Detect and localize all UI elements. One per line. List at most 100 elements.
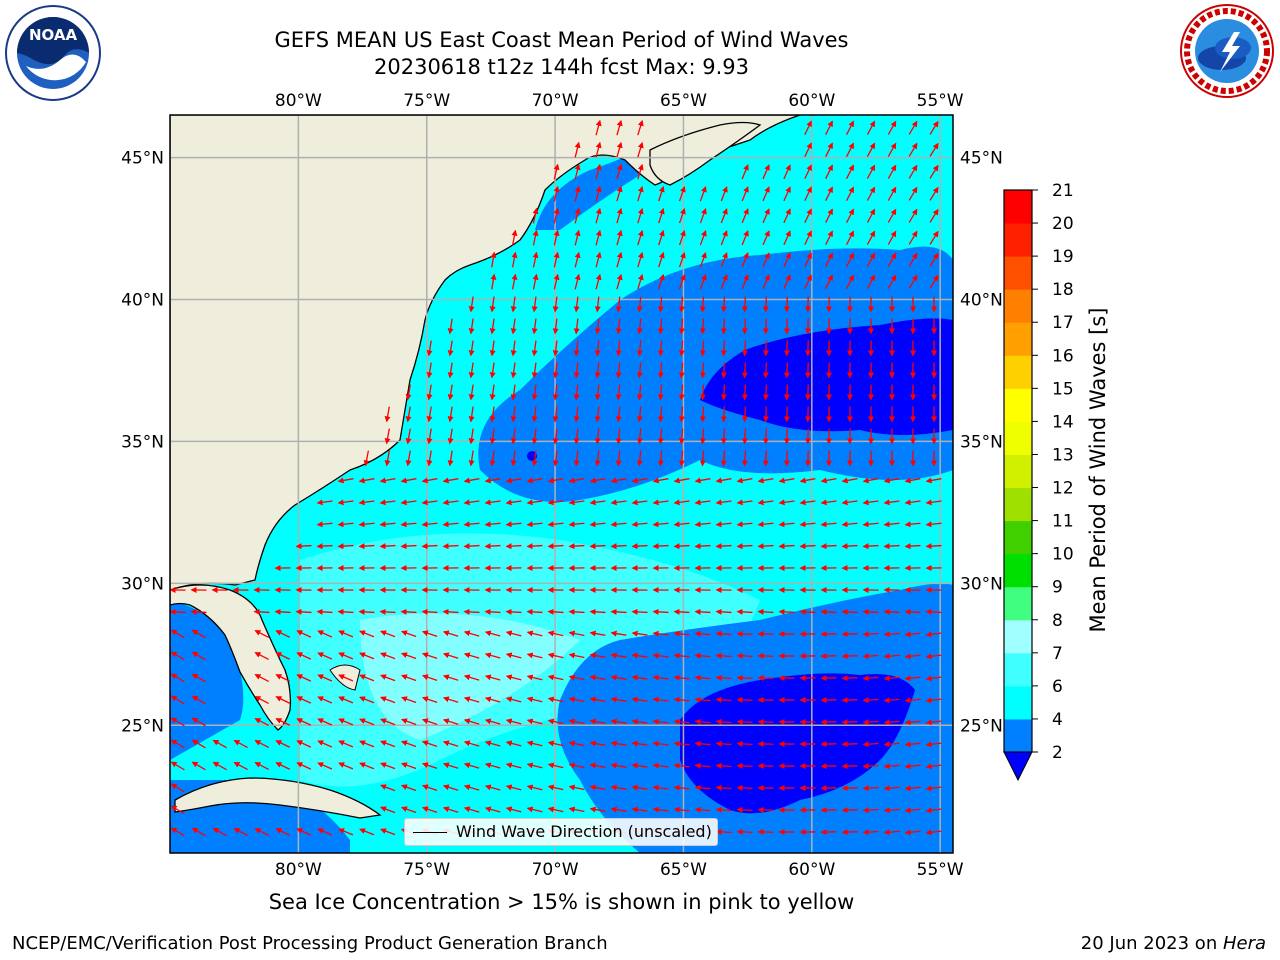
wave-direction-arrow <box>883 763 900 770</box>
wave-direction-arrow <box>862 741 879 748</box>
wave-direction-arrow <box>736 806 753 813</box>
lon-label-top: 55°W <box>917 91 964 111</box>
land-cuba <box>174 777 382 819</box>
wave-direction-arrow <box>359 828 375 836</box>
wave-direction-arrow <box>694 806 711 813</box>
wave-direction-arrow <box>190 608 207 615</box>
wave-direction-arrow <box>678 229 686 246</box>
wave-direction-arrow <box>887 142 897 157</box>
wave-direction-arrow <box>908 164 918 179</box>
wave-direction-arrow <box>589 784 606 791</box>
wave-direction-arrow <box>820 477 837 484</box>
wave-direction-arrow <box>887 164 897 179</box>
wave-direction-arrow <box>547 477 564 484</box>
wave-direction-arrow <box>862 807 879 814</box>
wave-direction-arrow <box>783 208 791 224</box>
wave-direction-arrow <box>589 477 606 484</box>
wave-direction-arrow <box>489 428 496 445</box>
wave-direction-arrow <box>447 362 454 379</box>
wave-direction-arrow <box>594 296 601 313</box>
wave-direction-arrow <box>463 630 480 637</box>
wave-direction-arrow <box>615 406 622 423</box>
wave-direction-arrow <box>405 428 412 445</box>
wave-direction-arrow <box>657 406 664 423</box>
wave-direction-arrow <box>490 251 497 268</box>
wave-direction-arrow <box>296 740 312 748</box>
wave-direction-arrow <box>442 674 459 681</box>
wave-direction-arrow <box>442 499 459 506</box>
wave-direction-arrow <box>741 208 749 224</box>
legend-line-icon <box>413 832 447 833</box>
wave-direction-arrow <box>463 543 480 550</box>
wave-direction-arrow <box>841 719 858 726</box>
wave-direction-arrow <box>673 477 690 484</box>
wave-direction-arrow <box>715 696 732 703</box>
wave-direction-arrow <box>359 674 375 682</box>
wave-direction-arrow <box>421 499 438 506</box>
wave-direction-arrow <box>615 428 622 445</box>
wave-direction-arrow <box>254 762 269 770</box>
wave-direction-arrow <box>380 652 396 660</box>
wave-direction-arrow <box>736 740 753 747</box>
wave-direction-arrow <box>799 499 816 506</box>
wave-direction-arrow <box>616 207 623 224</box>
wave-direction-arrow <box>616 185 623 202</box>
wave-direction-arrow <box>573 318 580 335</box>
wave-direction-arrow <box>699 230 707 246</box>
colorbar-tick-label: 7 <box>1052 644 1063 664</box>
wave-direction-arrow <box>804 164 812 180</box>
wave-direction-arrow <box>862 521 879 528</box>
wave-direction-arrow <box>610 784 627 791</box>
wave-direction-arrow <box>699 384 706 401</box>
wave-direction-arrow <box>296 762 312 770</box>
wave-direction-arrow <box>170 629 185 639</box>
wave-direction-arrow <box>610 674 627 681</box>
wave-direction-arrow <box>380 740 396 748</box>
wave-direction-arrow <box>547 740 564 747</box>
wave-direction-arrow <box>380 696 396 704</box>
wave-direction-arrow <box>317 696 333 704</box>
wave-direction-arrow <box>678 318 685 335</box>
wave-direction-arrow <box>636 296 643 313</box>
colorbar-segment <box>1004 355 1032 389</box>
wave-direction-arrow <box>883 675 900 682</box>
wave-direction-arrow <box>862 719 879 726</box>
wave-direction-arrow <box>908 208 918 223</box>
colorbar-tick-label: 11 <box>1052 512 1074 532</box>
wave-direction-arrow <box>925 763 942 770</box>
wave-direction-arrow <box>841 763 858 770</box>
wave-direction-arrow <box>678 207 686 224</box>
wave-direction-arrow <box>589 521 606 528</box>
wave-direction-arrow <box>741 296 748 313</box>
wave-direction-arrow <box>741 340 748 357</box>
wave-direction-arrow <box>573 428 580 445</box>
wave-direction-arrow <box>316 521 333 528</box>
wave-direction-arrow <box>720 340 727 357</box>
wave-direction-arrow <box>212 827 227 837</box>
colorbar-segment <box>1004 685 1032 720</box>
wave-direction-arrow <box>762 230 770 246</box>
wave-direction-arrow <box>908 274 918 289</box>
wave-direction-arrow <box>804 142 812 158</box>
colorbar-segment <box>1004 520 1032 555</box>
wave-direction-arrow <box>526 499 543 506</box>
wave-direction-arrow <box>484 521 501 528</box>
wave-direction-arrow <box>736 499 753 506</box>
wave-direction-arrow <box>568 499 585 506</box>
wave-direction-arrow <box>547 762 564 769</box>
wave-direction-arrow <box>296 674 312 682</box>
wave-direction-arrow <box>631 806 648 813</box>
wave-direction-arrow <box>574 141 581 158</box>
wave-direction-arrow <box>741 450 748 467</box>
wave-direction-arrow <box>636 384 643 401</box>
wave-direction-arrow <box>316 499 333 506</box>
wave-direction-arrow <box>825 164 833 180</box>
wave-direction-arrow <box>275 828 291 836</box>
wave-direction-arrow <box>254 718 269 726</box>
wave-direction-arrow <box>925 719 942 726</box>
wave-direction-arrow <box>275 718 291 726</box>
colorbar-tick-label: 10 <box>1052 545 1074 565</box>
wave-direction-arrow <box>699 362 706 379</box>
wave-direction-arrow <box>511 251 518 268</box>
wave-direction-arrow <box>463 740 480 747</box>
